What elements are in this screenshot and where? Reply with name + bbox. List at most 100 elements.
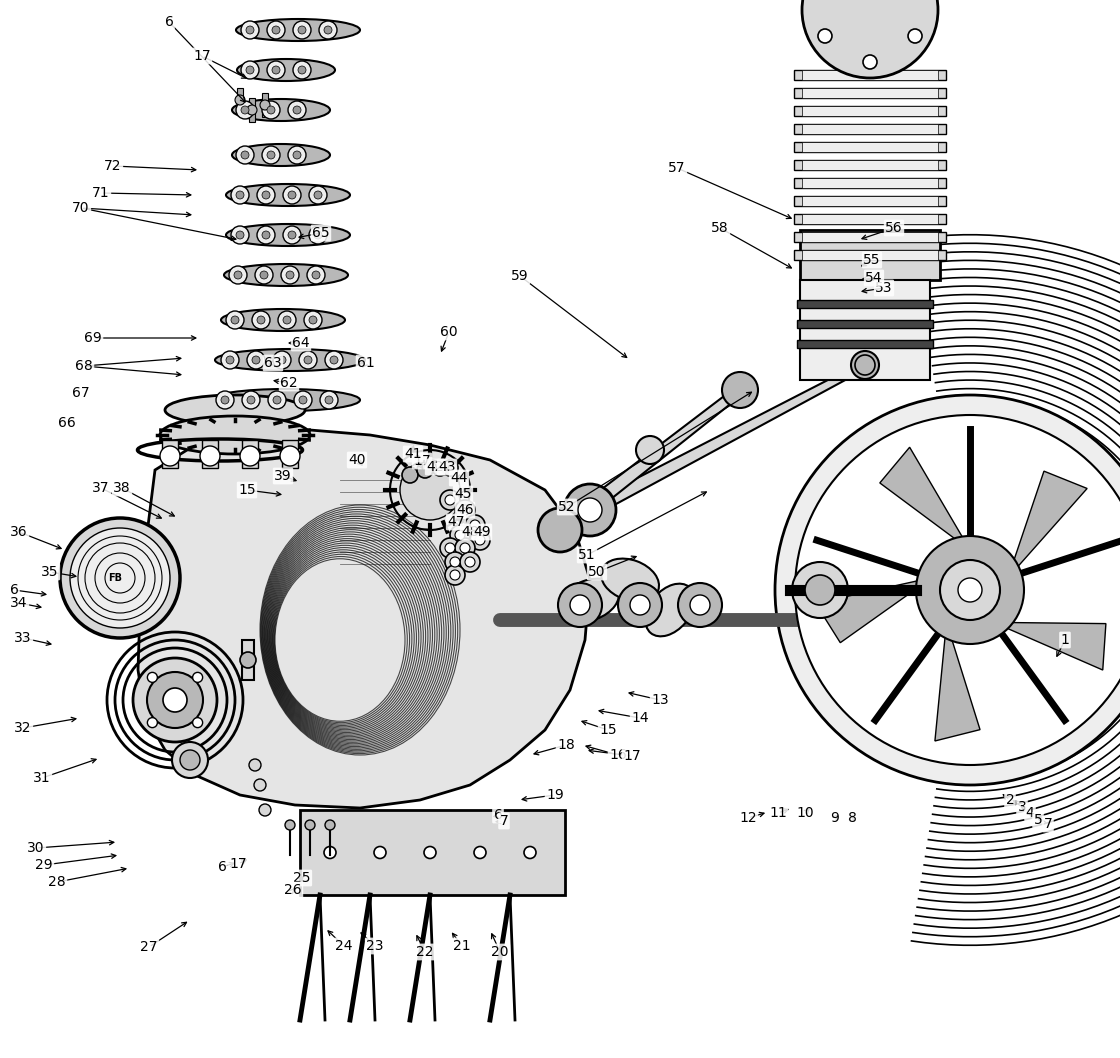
Circle shape <box>260 101 270 110</box>
Circle shape <box>231 186 249 204</box>
Bar <box>794 178 946 188</box>
Circle shape <box>248 351 265 369</box>
Ellipse shape <box>160 416 310 454</box>
Circle shape <box>908 29 922 43</box>
Circle shape <box>775 395 1120 785</box>
Ellipse shape <box>236 19 360 41</box>
Circle shape <box>465 557 475 567</box>
Circle shape <box>460 552 480 572</box>
Bar <box>794 88 946 98</box>
Circle shape <box>293 106 301 114</box>
Circle shape <box>455 500 475 519</box>
Text: 39: 39 <box>274 469 292 484</box>
Text: 2: 2 <box>1006 794 1015 807</box>
Text: 60: 60 <box>440 325 458 339</box>
Bar <box>802 196 939 206</box>
Circle shape <box>864 55 877 69</box>
Text: 65: 65 <box>312 226 329 240</box>
Circle shape <box>470 519 480 530</box>
Bar <box>802 106 939 116</box>
Circle shape <box>226 311 244 329</box>
Bar <box>802 178 939 188</box>
PathPatch shape <box>815 578 932 642</box>
Circle shape <box>402 467 418 484</box>
Text: 51: 51 <box>578 548 596 562</box>
Circle shape <box>288 146 306 164</box>
Circle shape <box>325 820 335 829</box>
Bar <box>242 640 254 680</box>
Circle shape <box>148 673 158 682</box>
Circle shape <box>267 21 284 39</box>
Circle shape <box>278 311 296 329</box>
Circle shape <box>252 311 270 329</box>
Text: 71: 71 <box>92 186 110 200</box>
Ellipse shape <box>601 559 659 601</box>
Text: 27: 27 <box>140 940 158 954</box>
Bar <box>802 124 939 134</box>
Circle shape <box>309 316 317 324</box>
Circle shape <box>298 26 306 34</box>
Circle shape <box>450 525 470 545</box>
Text: 16: 16 <box>609 748 627 762</box>
Circle shape <box>268 391 286 409</box>
Text: 5: 5 <box>1034 813 1043 827</box>
Circle shape <box>330 355 338 364</box>
Circle shape <box>262 101 280 118</box>
Circle shape <box>235 95 245 105</box>
Text: 66: 66 <box>58 416 76 430</box>
Text: 3: 3 <box>1018 800 1026 814</box>
Circle shape <box>262 231 270 239</box>
Circle shape <box>236 231 244 239</box>
Text: 7: 7 <box>500 814 508 828</box>
Circle shape <box>267 106 276 114</box>
Text: 48: 48 <box>461 525 479 539</box>
Circle shape <box>325 351 343 369</box>
Ellipse shape <box>232 144 330 166</box>
Bar <box>202 440 218 468</box>
Circle shape <box>259 804 271 816</box>
Circle shape <box>60 518 180 638</box>
Circle shape <box>248 105 256 115</box>
Circle shape <box>678 583 722 627</box>
Text: 17: 17 <box>413 454 431 468</box>
Bar <box>797 320 933 328</box>
Text: 15: 15 <box>599 723 617 737</box>
Text: 69: 69 <box>84 331 102 345</box>
Ellipse shape <box>211 389 360 411</box>
Text: 44: 44 <box>450 471 468 485</box>
Circle shape <box>474 846 486 858</box>
Ellipse shape <box>645 584 694 636</box>
Bar <box>794 106 946 116</box>
Circle shape <box>260 271 268 279</box>
Circle shape <box>273 351 291 369</box>
Ellipse shape <box>221 309 345 331</box>
Text: 67: 67 <box>72 386 90 400</box>
Circle shape <box>795 415 1120 765</box>
Text: 11: 11 <box>769 806 787 820</box>
Text: 41: 41 <box>404 446 422 461</box>
PathPatch shape <box>993 622 1105 670</box>
Circle shape <box>538 508 582 552</box>
Circle shape <box>283 316 291 324</box>
Circle shape <box>690 595 710 615</box>
Circle shape <box>246 26 254 34</box>
Text: 52: 52 <box>558 500 576 514</box>
Circle shape <box>524 846 536 858</box>
Circle shape <box>307 266 325 284</box>
Circle shape <box>133 658 217 742</box>
Bar <box>300 810 564 895</box>
Bar <box>794 160 946 170</box>
Polygon shape <box>138 430 590 808</box>
Circle shape <box>293 391 312 409</box>
Circle shape <box>283 186 301 204</box>
Circle shape <box>299 351 317 369</box>
Bar <box>802 88 939 98</box>
Bar <box>802 232 939 242</box>
Text: 56: 56 <box>885 221 903 235</box>
Circle shape <box>417 462 433 478</box>
Text: 47: 47 <box>447 515 465 529</box>
Polygon shape <box>548 390 748 530</box>
Circle shape <box>940 560 1000 620</box>
PathPatch shape <box>935 622 980 741</box>
Text: 23: 23 <box>366 940 384 953</box>
